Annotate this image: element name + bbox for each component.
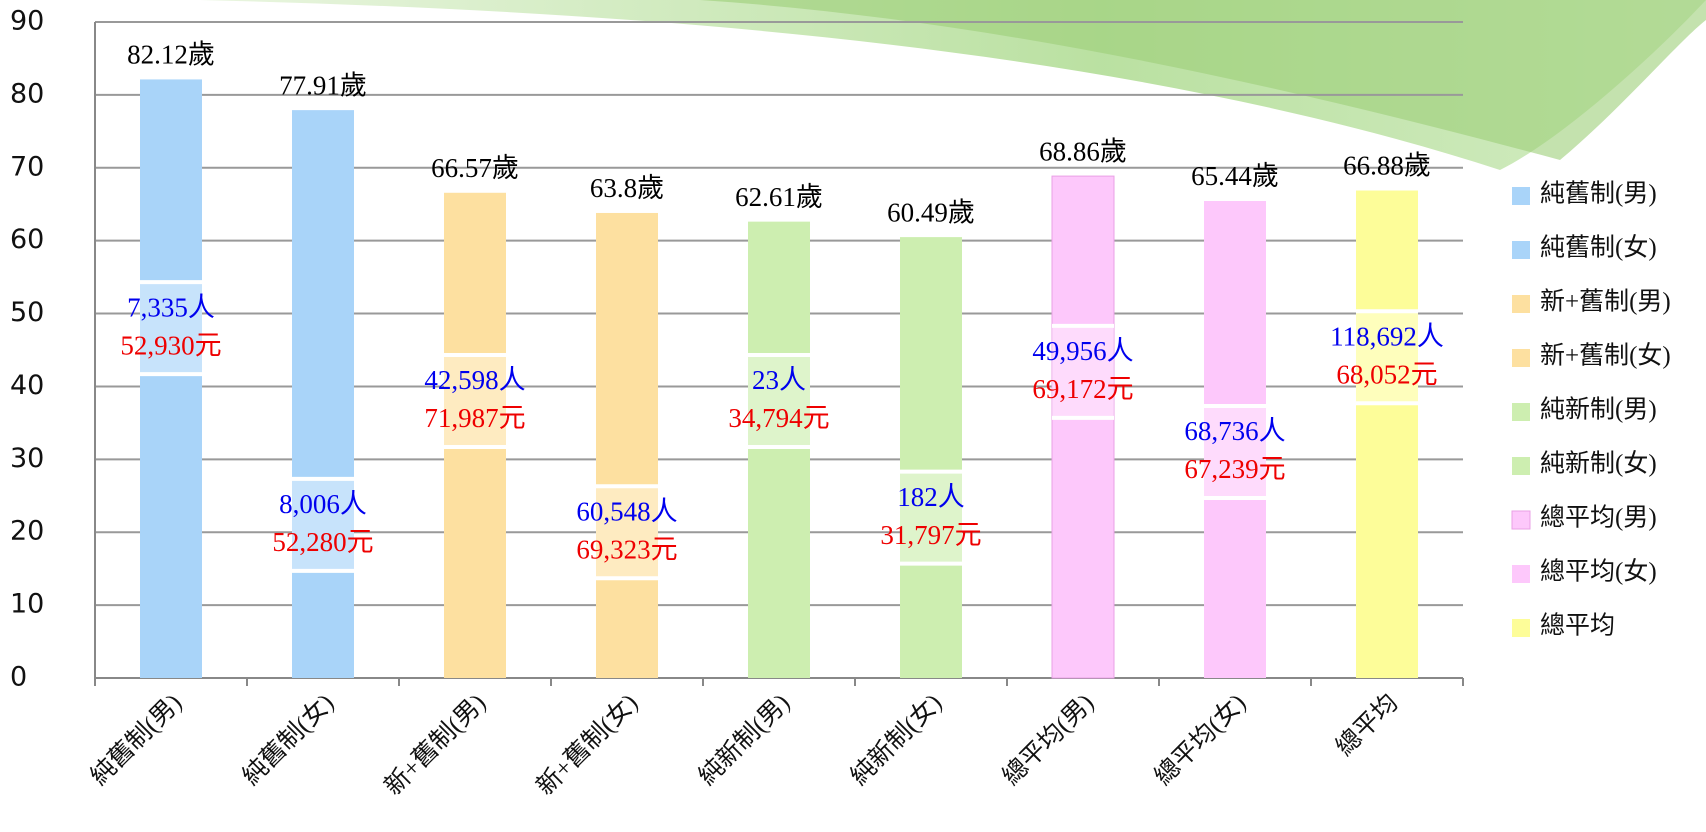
legend-label: 總平均(男)	[1540, 504, 1657, 532]
count-label: 23人	[752, 365, 806, 395]
bar	[444, 192, 506, 678]
salary-label: 69,323元	[576, 534, 677, 564]
y-tick-label: 80	[10, 78, 44, 109]
bar	[1356, 190, 1418, 678]
legend-swatch	[1511, 510, 1531, 530]
bar	[900, 237, 962, 679]
legend-label: 新+舊制(男)	[1540, 288, 1671, 316]
salary-label: 68,052元	[1336, 359, 1437, 389]
x-tick-label: 純舊制(女)	[237, 688, 339, 790]
value-label: 77.91歲	[279, 70, 367, 100]
x-tick-label: 新+舊制(女)	[531, 688, 643, 800]
x-tick-label: 總平均(男)	[997, 688, 1099, 790]
bar	[748, 221, 810, 678]
label-band	[1204, 406, 1266, 499]
value-label: 65.44歲	[1191, 161, 1279, 191]
legend-swatch	[1512, 187, 1530, 205]
count-label: 7,335人	[127, 292, 215, 322]
value-label: 63.8歲	[590, 173, 664, 203]
legend-label: 總平均(女)	[1540, 558, 1657, 586]
count-label: 118,692人	[1330, 321, 1444, 351]
bar	[140, 79, 202, 678]
value-label: 60.49歲	[887, 197, 975, 227]
label-band	[1356, 311, 1418, 404]
label-band	[748, 355, 810, 448]
count-label: 49,956人	[1032, 336, 1133, 366]
bar	[596, 212, 658, 679]
salary-label: 69,172元	[1032, 374, 1133, 404]
legend-swatch	[1512, 295, 1530, 313]
label-band	[292, 478, 354, 571]
bar	[1051, 175, 1115, 679]
value-label: 66.57歲	[431, 153, 519, 183]
value-label: 82.12歲	[127, 40, 215, 70]
legend-swatch	[1512, 565, 1530, 583]
x-tick-label: 新+舊制(男)	[379, 688, 491, 800]
salary-label: 52,930元	[120, 330, 221, 360]
bar	[1204, 201, 1266, 678]
x-tick-label: 總平均	[1330, 688, 1403, 761]
legend-label: 總平均	[1540, 612, 1615, 640]
salary-label: 34,794元	[728, 403, 829, 433]
y-tick-label: 70	[10, 151, 44, 182]
salary-label: 31,797元	[880, 520, 981, 550]
y-tick-label: 30	[10, 443, 44, 474]
salary-label: 67,239元	[1184, 454, 1285, 484]
y-tick-label: 50	[10, 297, 44, 328]
legend-swatch	[1512, 619, 1530, 637]
y-tick-label: 10	[10, 589, 44, 620]
count-label: 68,736人	[1184, 416, 1285, 446]
legend-label: 純舊制(女)	[1540, 234, 1657, 262]
salary-label: 52,280元	[272, 527, 373, 557]
label-band	[140, 282, 202, 375]
legend-label: 純新制(女)	[1540, 450, 1657, 478]
count-label: 60,548人	[576, 496, 677, 526]
x-tick-label: 總平均(女)	[1149, 688, 1251, 790]
y-tick-label: 60	[10, 224, 44, 255]
legend-swatch	[1512, 457, 1530, 475]
legend-swatch	[1512, 349, 1530, 367]
count-label: 42,598人	[424, 365, 525, 395]
decoration	[700, 0, 1706, 160]
label-band	[596, 486, 658, 579]
legend-swatch	[1512, 241, 1530, 259]
value-label: 62.61歲	[735, 182, 823, 212]
x-tick-label: 純新制(女)	[845, 688, 947, 790]
y-tick-label: 0	[10, 662, 27, 693]
count-label: 8,006人	[279, 489, 367, 519]
value-label: 68.86歲	[1039, 136, 1127, 166]
x-tick-label: 純新制(男)	[693, 688, 795, 790]
y-tick-label: 90	[10, 6, 44, 37]
y-tick-label: 40	[10, 370, 44, 401]
y-tick-label: 20	[10, 516, 44, 547]
legend-swatch	[1512, 403, 1530, 421]
bar	[292, 110, 354, 678]
legend-label: 新+舊制(女)	[1540, 342, 1671, 370]
salary-label: 71,987元	[424, 403, 525, 433]
x-tick-label: 純舊制(男)	[85, 688, 187, 790]
label-band	[1052, 325, 1114, 418]
value-label: 66.88歲	[1343, 151, 1431, 181]
count-label: 182人	[897, 482, 965, 512]
label-band	[900, 471, 962, 564]
legend-label: 純舊制(男)	[1540, 180, 1657, 208]
label-band	[444, 355, 506, 448]
legend-label: 純新制(男)	[1540, 396, 1657, 424]
